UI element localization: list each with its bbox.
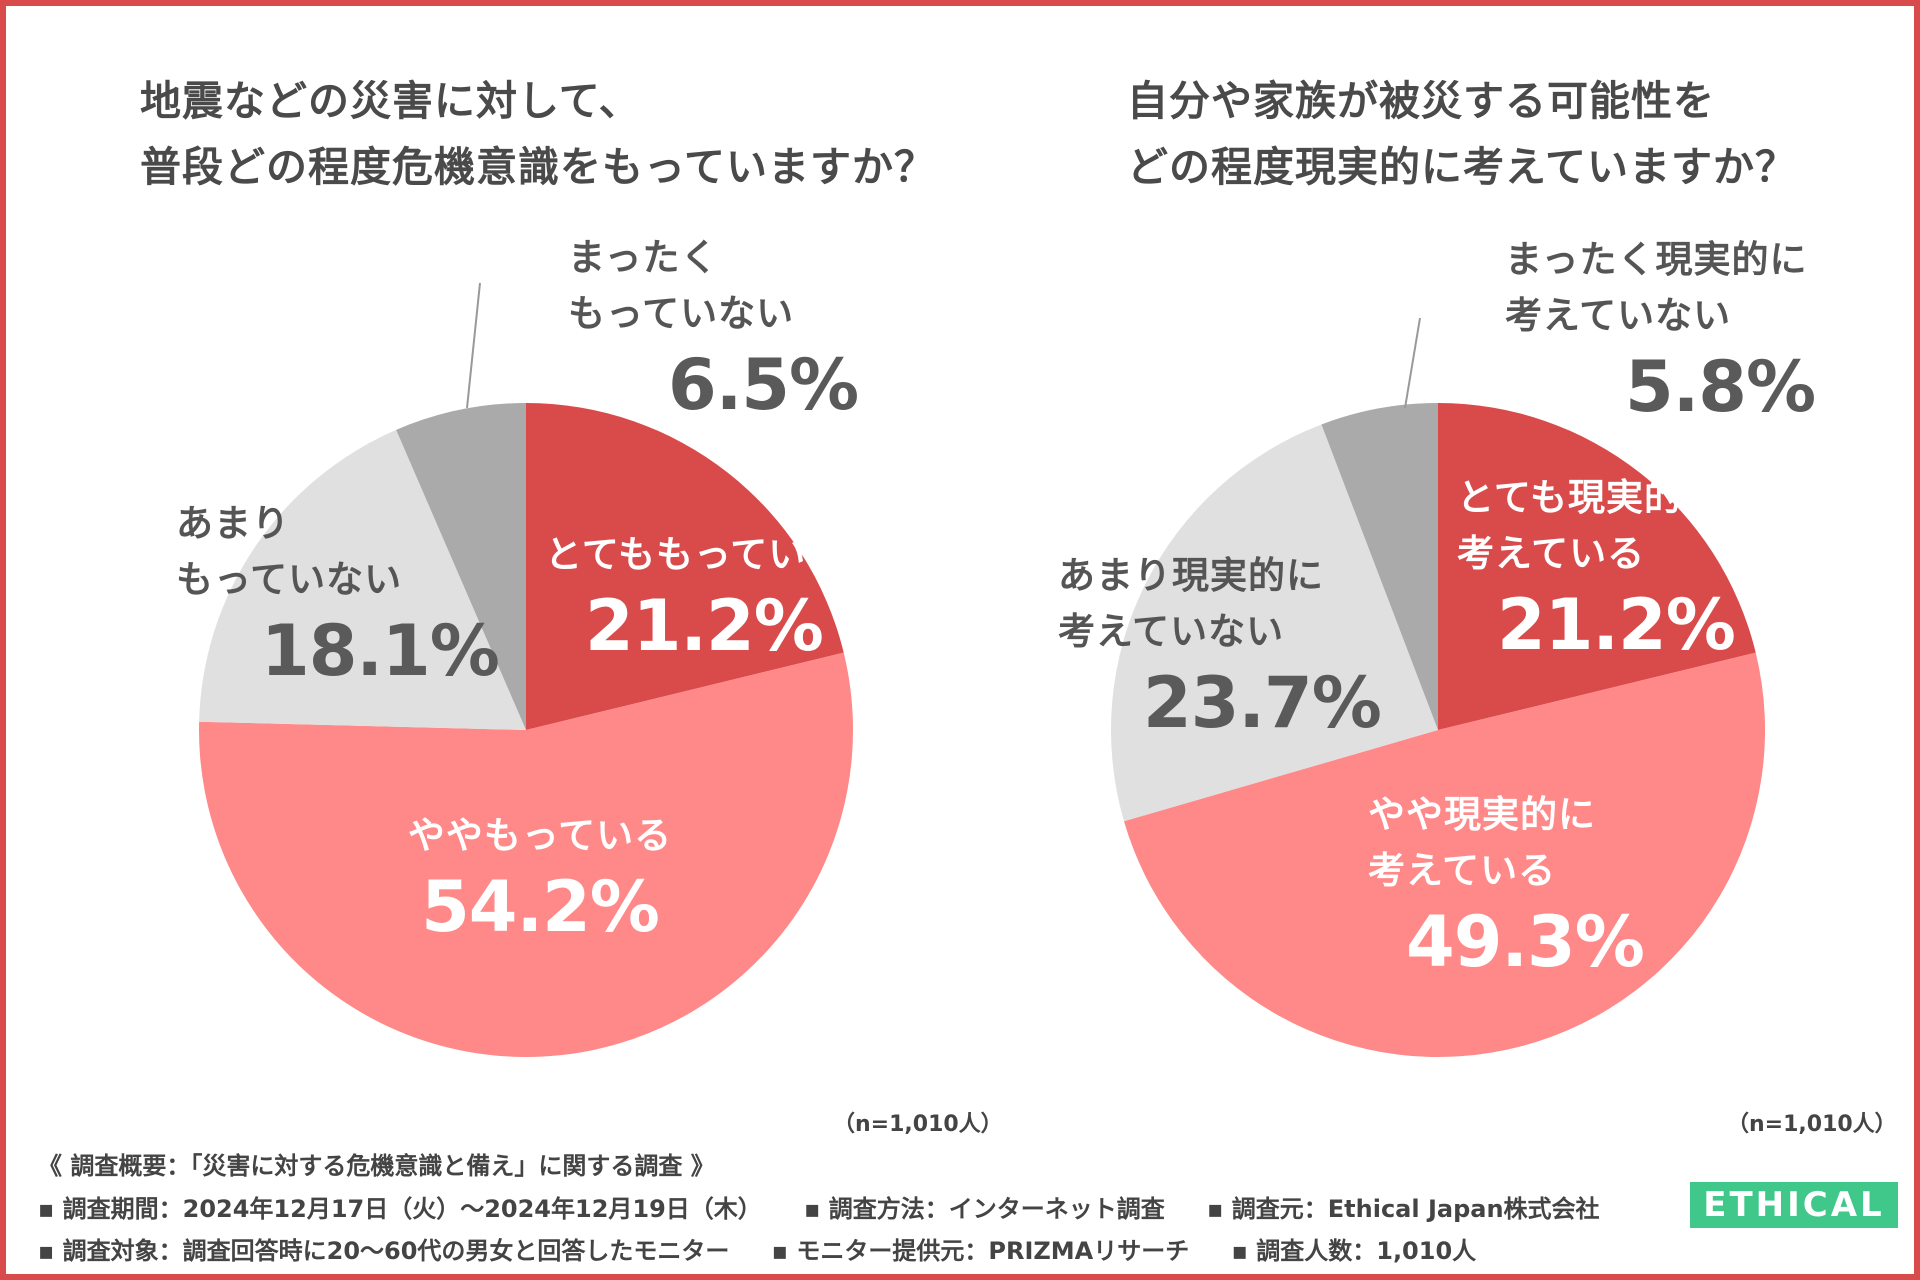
chart-1-slice-3 — [199, 429, 526, 730]
survey-details-line-2: ▪ 調査対象：調査回答時に20〜60代の男女と回答したモニター ▪ モニター提供… — [38, 1231, 1510, 1266]
chart-1-label-very: とてももっている 21.2% — [545, 527, 844, 669]
chart-1-label-very-name: とてももっている — [545, 533, 845, 576]
chart-2-slice-4 — [1321, 403, 1438, 730]
chart-2-leader-line — [1404, 317, 1421, 409]
chart-2-label-little: あまり現実的に 考えていない 23.7% — [1058, 548, 1382, 746]
chart-2-label-little-line-1: あまり現実的に — [1058, 554, 1324, 597]
chart-1-value-somewhat: 54.2% — [421, 866, 660, 948]
chart-2-label-none-line-2: 考えていない — [1505, 294, 1732, 337]
chart-2-slice-2 — [1123, 652, 1766, 1058]
chart-2-slice-1 — [1438, 403, 1756, 730]
survey-target: ▪ 調査対象：調査回答時に20〜60代の男女と回答したモニター — [38, 1237, 730, 1265]
chart-2-label-very: とても現実的に 考えている 21.2% — [1457, 470, 1736, 668]
chart-2-sample-size: （n=1,010人） — [1727, 1112, 1897, 1137]
chart-1-slice-4 — [396, 403, 526, 730]
chart-1-title-line-2: 普段どの程度危機意識をもっていますか？ — [140, 143, 936, 191]
chart-1-sample-size: （n=1,010人） — [833, 1112, 1003, 1137]
chart-2-label-somewhat: やや現実的に 考えている 49.3% — [1368, 787, 1645, 985]
chart-2-label-somewhat-line-2: 考えている — [1368, 849, 1557, 892]
chart-1-leader-line — [466, 282, 481, 409]
chart-2-title-line-1: 自分や家族が被災する可能性を — [1127, 77, 1715, 125]
chart-2-label-none: まったく現実的に 考えていない 5.8% — [1505, 232, 1816, 430]
chart-1-label-little: あまり もっていない 18.1% — [176, 496, 500, 694]
survey-source: ▪ 調査元：Ethical Japan株式会社 — [1207, 1195, 1600, 1223]
survey-summary-title: 《 調査概要：「災害に対する危機意識と備え」に関する調査 》 — [38, 1152, 715, 1180]
chart-2-label-very-line-2: 考えている — [1457, 532, 1646, 575]
chart-2-value-little: 23.7% — [1143, 662, 1382, 744]
chart-2-value-none: 5.8% — [1625, 346, 1816, 428]
chart-1-label-little-line-1: あまり — [176, 502, 290, 545]
chart-1-label-somewhat: ややもっている 54.2% — [398, 808, 682, 950]
chart-2-value-somewhat: 49.3% — [1406, 901, 1645, 983]
chart-2-value-very: 21.2% — [1497, 584, 1736, 666]
chart-1-value-little: 18.1% — [261, 610, 500, 692]
survey-count: ▪ 調査人数：1,010人 — [1231, 1237, 1477, 1265]
survey-period: ▪ 調査期間：2024年12月17日（火）〜2024年12月19日（木） — [38, 1195, 762, 1223]
survey-monitor-provider: ▪ モニター提供元：PRIZMAリサーチ — [771, 1237, 1190, 1265]
chart-1-value-none: 6.5% — [668, 344, 859, 426]
chart-1-label-none-line-2: もっていない — [568, 292, 795, 335]
chart-2-title-line-2: どの程度現実的に考えていますか？ — [1127, 143, 1797, 191]
survey-method: ▪ 調査方法：インターネット調査 — [804, 1195, 1165, 1223]
chart-2-label-somewhat-line-1: やや現実的に — [1368, 793, 1596, 836]
chart-1-value-very: 21.2% — [585, 585, 824, 667]
chart-2-label-none-line-1: まったく現実的に — [1505, 238, 1808, 281]
chart-2-label-little-line-2: 考えていない — [1058, 610, 1285, 653]
chart-1-label-somewhat-name: ややもっている — [407, 814, 673, 857]
chart-1-title-line-1: 地震などの災害に対して、 — [140, 77, 641, 125]
chart-1-slice-1 — [526, 403, 844, 730]
ethical-logo: ETHICAL — [1690, 1182, 1898, 1228]
survey-details-line-1: ▪ 調査期間：2024年12月17日（火）〜2024年12月19日（木） ▪ 調… — [38, 1189, 1634, 1224]
chart-2-label-very-line-1: とても現実的に — [1457, 476, 1721, 519]
chart-1-label-none-line-1: まったく — [568, 236, 719, 279]
chart-1-slice-2 — [198, 652, 853, 1057]
chart-1-label-little-line-2: もっていない — [176, 558, 403, 601]
chart-1-label-none: まったく もっていない 6.5% — [568, 230, 859, 428]
chart-2-title: 自分や家族が被災する可能性を どの程度現実的に考えていますか？ — [1127, 68, 1797, 200]
chart-2-slice-3 — [1110, 424, 1438, 822]
chart-1-title: 地震などの災害に対して、 普段どの程度危機意識をもっていますか？ — [140, 68, 936, 200]
